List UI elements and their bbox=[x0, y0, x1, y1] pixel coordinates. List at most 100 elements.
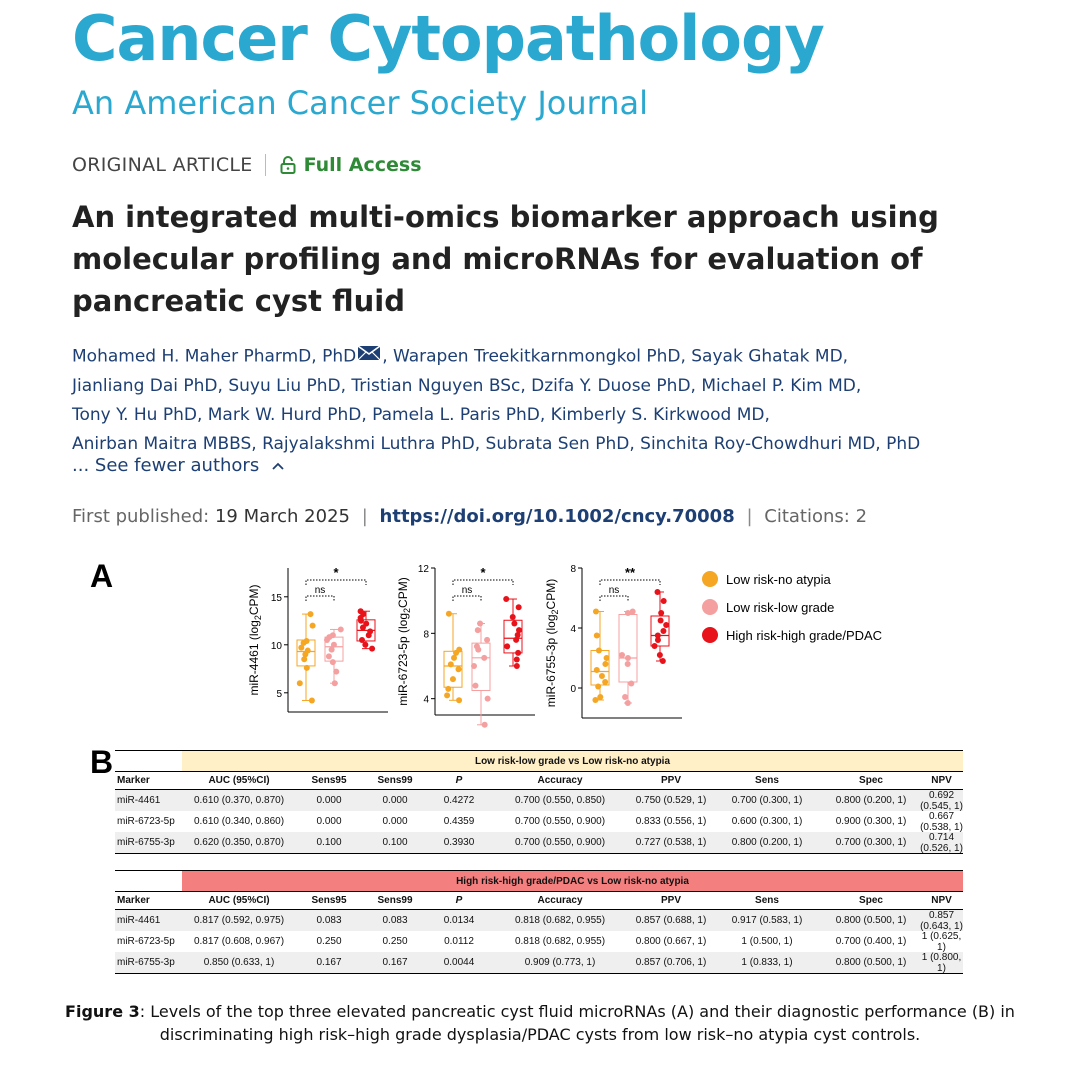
author-line[interactable]: Jianliang Dai PhD, Suyu Liu PhD, Tristia… bbox=[72, 375, 862, 396]
data-point bbox=[303, 637, 310, 644]
table-cell: 0.000 bbox=[382, 795, 408, 806]
data-point bbox=[471, 663, 478, 669]
table-cell: 0.250 bbox=[316, 936, 342, 947]
box bbox=[443, 650, 463, 688]
legend-label: High risk-high grade/PDAC bbox=[726, 627, 883, 643]
data-point bbox=[624, 655, 631, 661]
data-point bbox=[360, 611, 367, 618]
data-point bbox=[357, 608, 364, 615]
y-tick-label: 5 bbox=[276, 689, 282, 700]
data-point bbox=[651, 643, 658, 649]
table-cell: 0.700 (0.300, 1) bbox=[731, 795, 803, 806]
column-header: PPV bbox=[660, 775, 681, 786]
data-point bbox=[367, 628, 374, 635]
data-point bbox=[326, 634, 333, 641]
data-point bbox=[362, 641, 369, 648]
table-cell: 0.800 (0.200, 1) bbox=[731, 837, 803, 848]
box bbox=[650, 615, 670, 647]
data-point bbox=[331, 680, 338, 687]
data-point bbox=[654, 637, 661, 643]
significance-bracket bbox=[452, 579, 514, 585]
table-cell: 0.620 (0.350, 0.870) bbox=[193, 837, 285, 848]
data-point bbox=[516, 627, 523, 634]
comparison-table-high-grade: High risk-high grade/PDAC vs Low risk-no… bbox=[115, 870, 963, 974]
author-line[interactable]: Anirban Maitra MBBS, Rajyalakshmi Luthra… bbox=[72, 433, 921, 454]
column-header: Sens bbox=[755, 895, 779, 906]
table-cell: 0.800 (0.200, 1) bbox=[835, 795, 907, 806]
column-header: Sens bbox=[755, 775, 779, 786]
table-cell: 0.900 (0.300, 1) bbox=[835, 816, 907, 827]
column-header: Sens99 bbox=[377, 775, 413, 786]
legend-item: High risk-high grade/PDAC bbox=[702, 621, 882, 649]
author-line[interactable]: Tony Y. Hu PhD, Mark W. Hurd PhD, Pamela… bbox=[72, 404, 770, 425]
table-row: miR-4461 0.610 (0.370, 0.870) 0.000 0.000 0.… bbox=[115, 789, 963, 812]
legend-swatch bbox=[702, 571, 718, 587]
journal-title[interactable]: Cancer Cytopathology bbox=[72, 2, 825, 75]
table-cell: 0.000 bbox=[382, 816, 408, 827]
data-point bbox=[455, 666, 462, 673]
data-point bbox=[592, 697, 599, 703]
data-point bbox=[328, 646, 335, 653]
table-cell: 0.610 (0.370, 0.870) bbox=[193, 795, 285, 806]
panel-b-label: B bbox=[90, 744, 114, 780]
table-cell: 0.750 (0.529, 1) bbox=[635, 795, 707, 806]
box bbox=[296, 639, 316, 667]
column-header: AUC (95%CI) bbox=[208, 895, 270, 906]
significance-label: ns bbox=[609, 585, 620, 596]
data-point bbox=[445, 610, 452, 617]
box bbox=[356, 619, 376, 642]
table-header-row: Marker AUC (95%CI) Sens95 Sens99 P Accuracy PP… bbox=[115, 892, 963, 910]
table-cell: 0.0134 bbox=[443, 915, 475, 926]
table-cell: 0.167 bbox=[382, 957, 408, 968]
legend-swatch bbox=[702, 627, 718, 643]
table-cell: 0.917 (0.583, 1) bbox=[731, 915, 803, 926]
author-link[interactable]: , Warapen Treekitkarnmongkol PhD, Sayak … bbox=[382, 346, 849, 367]
data-point bbox=[363, 620, 370, 627]
divider bbox=[264, 154, 266, 176]
data-point bbox=[658, 610, 665, 616]
y-axis-label: miR-6723-5p (log2CPM) bbox=[396, 577, 412, 705]
y-tick-label: 8 bbox=[423, 629, 429, 640]
data-point bbox=[307, 611, 314, 618]
data-point bbox=[593, 667, 600, 673]
table-title-row: High risk-high grade/PDAC vs Low risk-no… bbox=[115, 870, 963, 892]
data-point bbox=[595, 683, 602, 690]
envelope-icon[interactable] bbox=[357, 342, 381, 371]
y-tick-label: 12 bbox=[418, 564, 430, 575]
see-fewer-label: ... See fewer authors bbox=[72, 455, 260, 476]
legend-swatch bbox=[702, 599, 718, 615]
data-point bbox=[602, 661, 609, 667]
data-point bbox=[513, 663, 520, 669]
data-point bbox=[513, 636, 520, 643]
column-header: Sens99 bbox=[377, 895, 413, 906]
table-cell: 0.700 (0.550, 0.850) bbox=[514, 795, 606, 806]
data-point bbox=[359, 624, 366, 631]
table-cell: 0.692 (0.545, 1) bbox=[920, 789, 963, 812]
data-point bbox=[475, 646, 482, 653]
data-point bbox=[472, 682, 479, 689]
article-meta: ORIGINAL ARTICLE Full Access bbox=[72, 154, 422, 176]
box bbox=[324, 636, 344, 662]
data-point bbox=[296, 680, 303, 687]
see-fewer-authors-link[interactable]: ... See fewer authors bbox=[72, 455, 285, 476]
table-row: miR-6723-5p 0.817 (0.608, 0.967) 0.250 0.25… bbox=[115, 931, 963, 953]
data-point bbox=[663, 622, 670, 628]
first-published-label: First published: bbox=[72, 506, 210, 527]
data-point bbox=[602, 679, 609, 685]
table-cell: 0.817 (0.592, 0.975) bbox=[193, 915, 285, 926]
data-point bbox=[593, 632, 600, 639]
data-point bbox=[308, 697, 315, 704]
box bbox=[503, 619, 523, 654]
data-point bbox=[624, 700, 631, 706]
first-published-date: 19 March 2025 bbox=[214, 506, 350, 527]
y-tick-label: 8 bbox=[570, 564, 576, 575]
y-tick-label: 10 bbox=[271, 641, 283, 652]
data-point bbox=[329, 632, 336, 639]
citations-count[interactable]: Citations: 2 bbox=[764, 506, 868, 527]
data-point bbox=[629, 608, 636, 615]
table-cell: 0.817 (0.608, 0.967) bbox=[193, 936, 285, 947]
author-link[interactable]: Mohamed H. Maher PharmD, PhD bbox=[72, 346, 357, 367]
data-point bbox=[657, 617, 664, 624]
data-point bbox=[309, 622, 316, 629]
doi-link[interactable]: https://doi.org/10.1002/cncy.70008 bbox=[379, 506, 735, 527]
